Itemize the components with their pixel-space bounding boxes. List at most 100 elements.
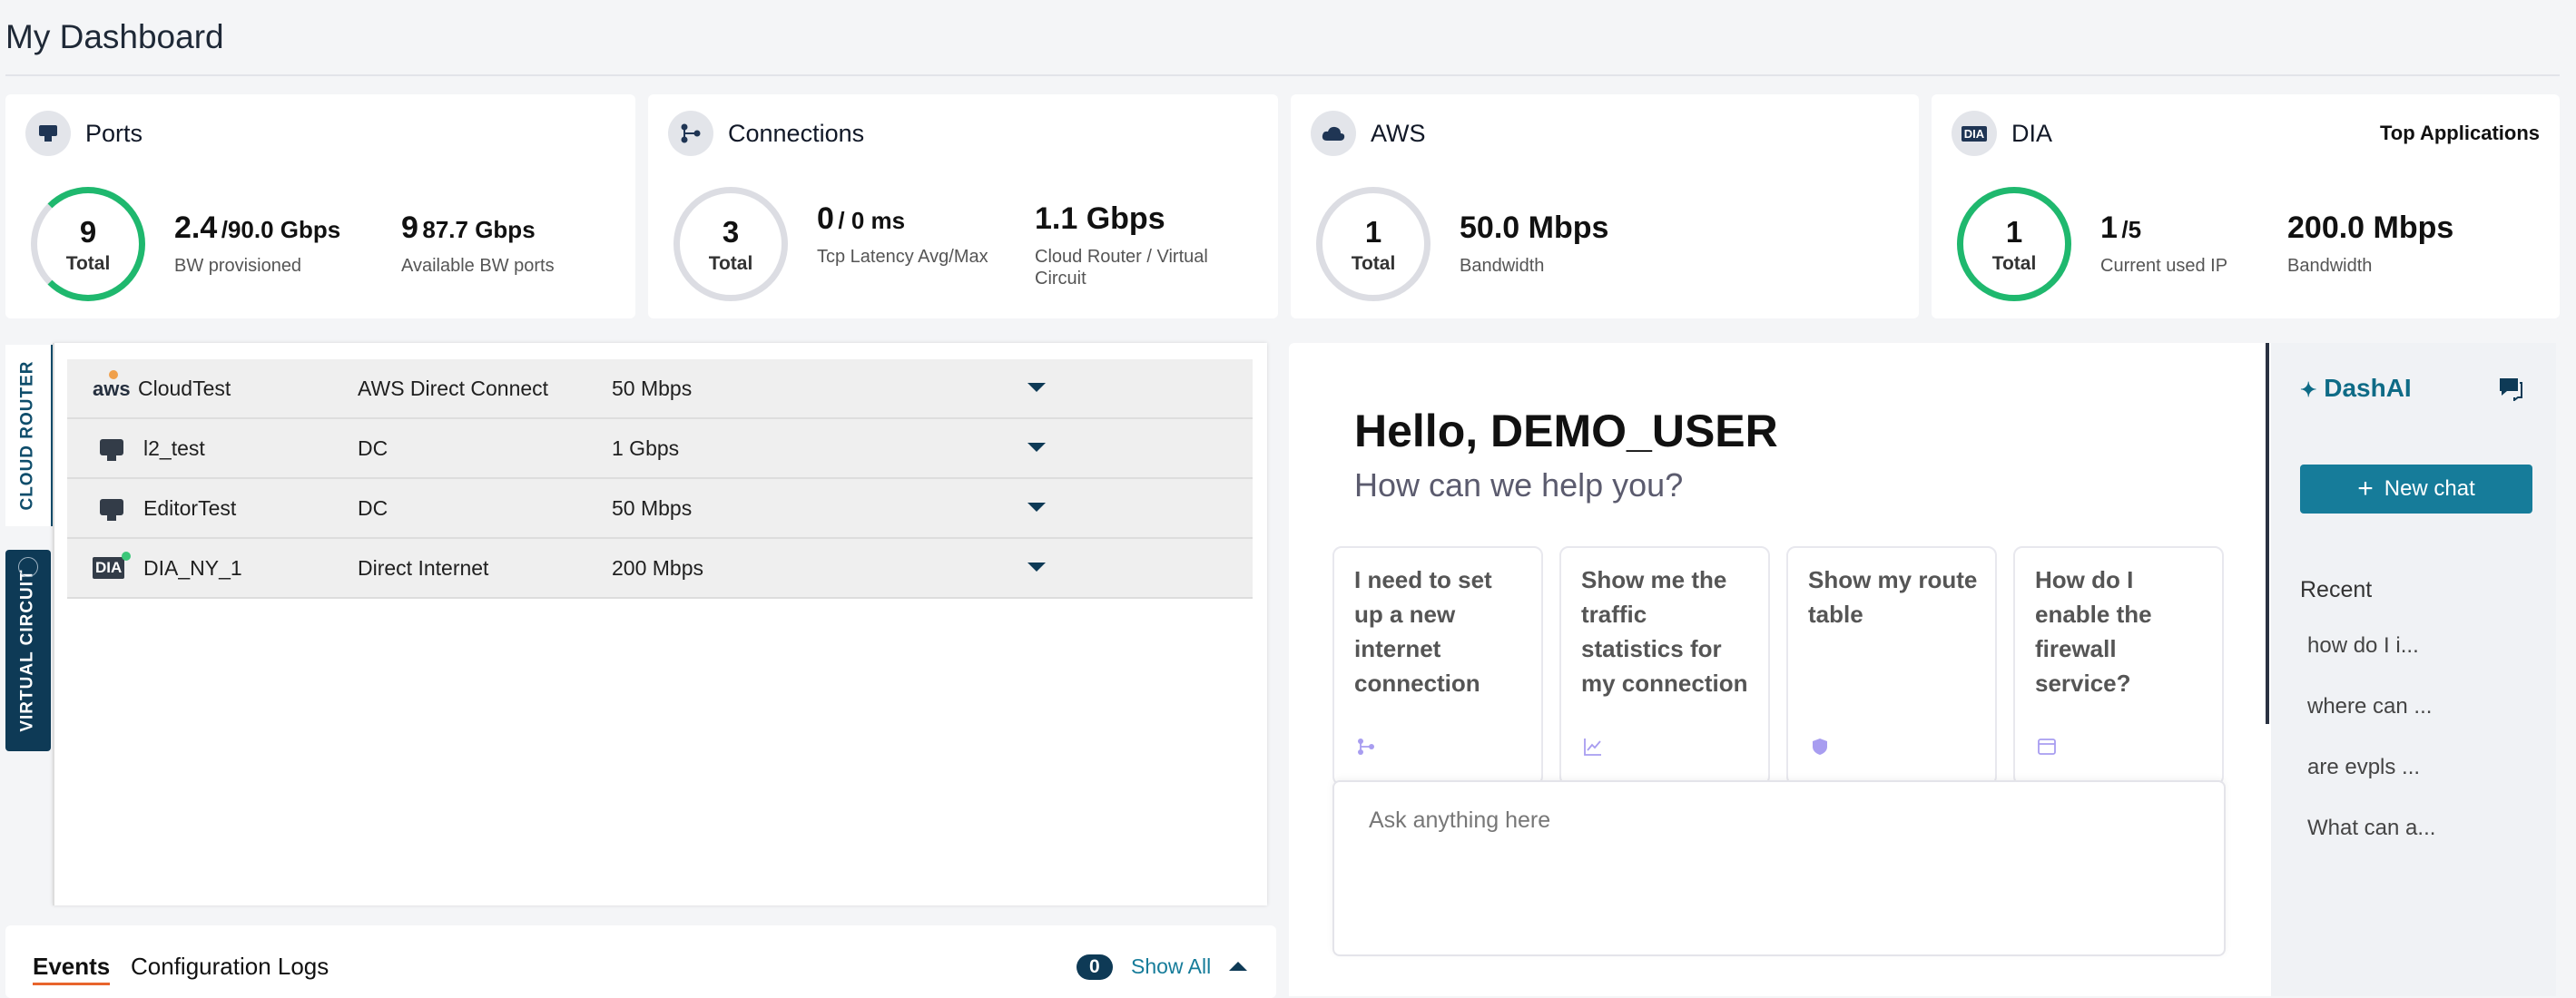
dia-ip-used: 1 <box>2100 210 2118 245</box>
router-type: DC <box>358 496 388 520</box>
chart-icon <box>1583 737 1603 762</box>
suggestion-text: Show my route table <box>1808 566 1978 628</box>
expand-caret-icon[interactable] <box>1027 383 1046 392</box>
tab-events[interactable]: Events <box>33 953 111 985</box>
aws-total-ring: 1 Total <box>1316 187 1431 301</box>
port-icon <box>93 494 133 523</box>
recent-chat-item[interactable]: how do I i... <box>2307 633 2419 658</box>
connections-card[interactable]: Connections 3 Total 0 / 0 ms Tcp Latency… <box>648 94 1278 318</box>
tab-virtual-circuit[interactable]: VIRTUAL CIRCUIT <box>5 550 51 751</box>
shield-icon <box>1810 737 1830 762</box>
page-title: My Dashboard <box>5 18 224 55</box>
router-row[interactable]: l2_test DC 1 Gbps <box>67 419 1253 479</box>
connections-bandwidth: 1.1 Gbps Cloud Router / Virtual Circuit <box>1035 201 1262 289</box>
sparkle-icon: ✦ <box>2300 378 2317 401</box>
router-row[interactable]: aws CloudTest AWS Direct Connect 50 Mbps <box>67 359 1253 419</box>
router-bandwidth: 50 Mbps <box>612 377 693 400</box>
aws-bw-value: 50.0 Mbps <box>1460 210 1609 245</box>
expand-caret-icon[interactable] <box>1027 563 1046 572</box>
connections-total-label: Total <box>708 253 753 274</box>
cloud-router-panel: aws CloudTest AWS Direct Connect 50 Mbps… <box>53 343 1267 905</box>
recent-chat-item[interactable]: are evpls ... <box>2307 755 2421 779</box>
chat-icon[interactable] <box>2496 376 2523 406</box>
aws-total-value: 1 <box>1364 215 1382 249</box>
aws-total-label: Total <box>1351 253 1396 274</box>
router-type: Direct Internet <box>358 556 489 580</box>
suggestion-card[interactable]: Show me the traffic statistics for my co… <box>1559 546 1770 786</box>
aws-bw-label: Bandwidth <box>1460 256 1545 276</box>
dia-card[interactable]: DIA DIA Top Applications 1 Total 1 /5 Cu… <box>1932 94 2560 318</box>
dia-icon: DIA <box>1952 111 1997 156</box>
router-name: DIA_NY_1 <box>143 556 242 580</box>
connections-total-ring: 3 Total <box>673 187 788 301</box>
tab-cloud-router[interactable]: CLOUD ROUTER <box>5 345 54 526</box>
plus-icon: + <box>2357 474 2374 504</box>
recent-chat-item[interactable]: where can ... <box>2307 694 2433 719</box>
router-row[interactable]: EditorTest DC 50 Mbps <box>67 479 1253 539</box>
ports-bw-value: 2.4 <box>174 210 218 245</box>
latency-max: / 0 ms <box>838 207 906 234</box>
suggestion-card[interactable]: How do I enable the firewall service? <box>2013 546 2224 786</box>
suggestion-card[interactable]: Show my route table <box>1786 546 1997 786</box>
dia-bw-value: 200.0 Mbps <box>2287 210 2454 245</box>
tab-cloud-router-label: CLOUD ROUTER <box>18 360 37 511</box>
chat-input[interactable]: Ask anything here <box>1332 780 2226 956</box>
ports-total-label: Total <box>65 253 111 274</box>
collapse-caret-icon[interactable] <box>1229 962 1247 971</box>
top-applications-link[interactable]: Top Applications <box>2380 122 2540 144</box>
expand-caret-icon[interactable] <box>1027 503 1046 512</box>
new-chat-button[interactable]: + New chat <box>2300 465 2532 514</box>
connections-latency: 0 / 0 ms Tcp Latency Avg/Max <box>817 201 998 268</box>
router-name: EditorTest <box>143 496 237 520</box>
connection-icon <box>668 111 713 156</box>
recent-chat-item[interactable]: What can a... <box>2307 816 2436 840</box>
ports-bw-max: /90.0 Gbps <box>221 216 341 243</box>
ports-available-count: 9 <box>401 210 418 245</box>
chat-input-placeholder: Ask anything here <box>1369 807 1551 833</box>
chat-subtitle: How can we help you? <box>1354 466 1684 504</box>
router-row[interactable]: DIA DIA_NY_1 Direct Internet 200 Mbps <box>67 539 1253 599</box>
aws-bandwidth: 50.0 Mbps Bandwidth <box>1460 210 1608 277</box>
cloud-icon <box>1311 111 1356 156</box>
ports-card[interactable]: Ports 9 Total 2.4 /90.0 Gbps BW provisio… <box>5 94 635 318</box>
tab-configuration-logs[interactable]: Configuration Logs <box>131 953 329 980</box>
dia-total-value: 1 <box>2005 215 2023 249</box>
connections-bw-value: 1.1 Gbps <box>1035 201 1165 236</box>
dia-total-ring: 1 Total <box>1957 187 2071 301</box>
suggestion-card[interactable]: I need to set up a new internet connecti… <box>1332 546 1543 786</box>
connections-total-value: 3 <box>722 215 740 249</box>
chat-greeting: Hello, DEMO_USER <box>1354 406 1778 456</box>
dia-bandwidth: 200.0 Mbps Bandwidth <box>2287 210 2453 277</box>
window-icon <box>2037 737 2057 762</box>
ports-available-label: Available BW ports <box>401 256 555 276</box>
events-panel: Events Configuration Logs 0 Show All <box>5 925 1276 998</box>
aws-title: AWS <box>1371 119 1426 147</box>
connection-icon <box>1356 737 1376 762</box>
router-name: CloudTest <box>138 377 231 400</box>
dia-ip-label: Current used IP <box>2100 256 2228 276</box>
router-type: AWS Direct Connect <box>358 377 549 400</box>
suggestion-text: I need to set up a new internet connecti… <box>1354 566 1492 697</box>
router-bandwidth: 200 Mbps <box>612 556 704 580</box>
expand-caret-icon[interactable] <box>1027 443 1046 452</box>
router-list: aws CloudTest AWS Direct Connect 50 Mbps… <box>67 359 1253 599</box>
ports-bw-label: BW provisioned <box>174 256 302 276</box>
aws-card[interactable]: AWS 1 Total 50.0 Mbps Bandwidth <box>1291 94 1919 318</box>
tab-virtual-circuit-label: VIRTUAL CIRCUIT <box>18 569 37 732</box>
ports-available: 9 87.7 Gbps Available BW ports <box>401 210 555 277</box>
router-name: l2_test <box>143 436 205 460</box>
ports-total-ring: 9 Total <box>31 187 145 301</box>
ports-bw-provisioned: 2.4 /90.0 Gbps BW provisioned <box>174 210 340 277</box>
dia-used-ip: 1 /5 Current used IP <box>2100 210 2227 277</box>
recent-label: Recent <box>2300 577 2373 602</box>
dia-icon: DIA <box>93 552 133 582</box>
new-chat-label: New chat <box>2384 476 2475 501</box>
show-all-link[interactable]: Show All <box>1131 954 1212 978</box>
aws-icon: aws <box>93 370 133 403</box>
connections-title: Connections <box>728 119 865 147</box>
dia-ip-total: /5 <box>2121 216 2142 243</box>
latency-avg: 0 <box>817 201 834 236</box>
chat-divider <box>2266 343 2269 724</box>
suggestion-text: Show me the traffic statistics for my co… <box>1581 566 1748 697</box>
dia-title: DIA <box>2011 119 2053 147</box>
